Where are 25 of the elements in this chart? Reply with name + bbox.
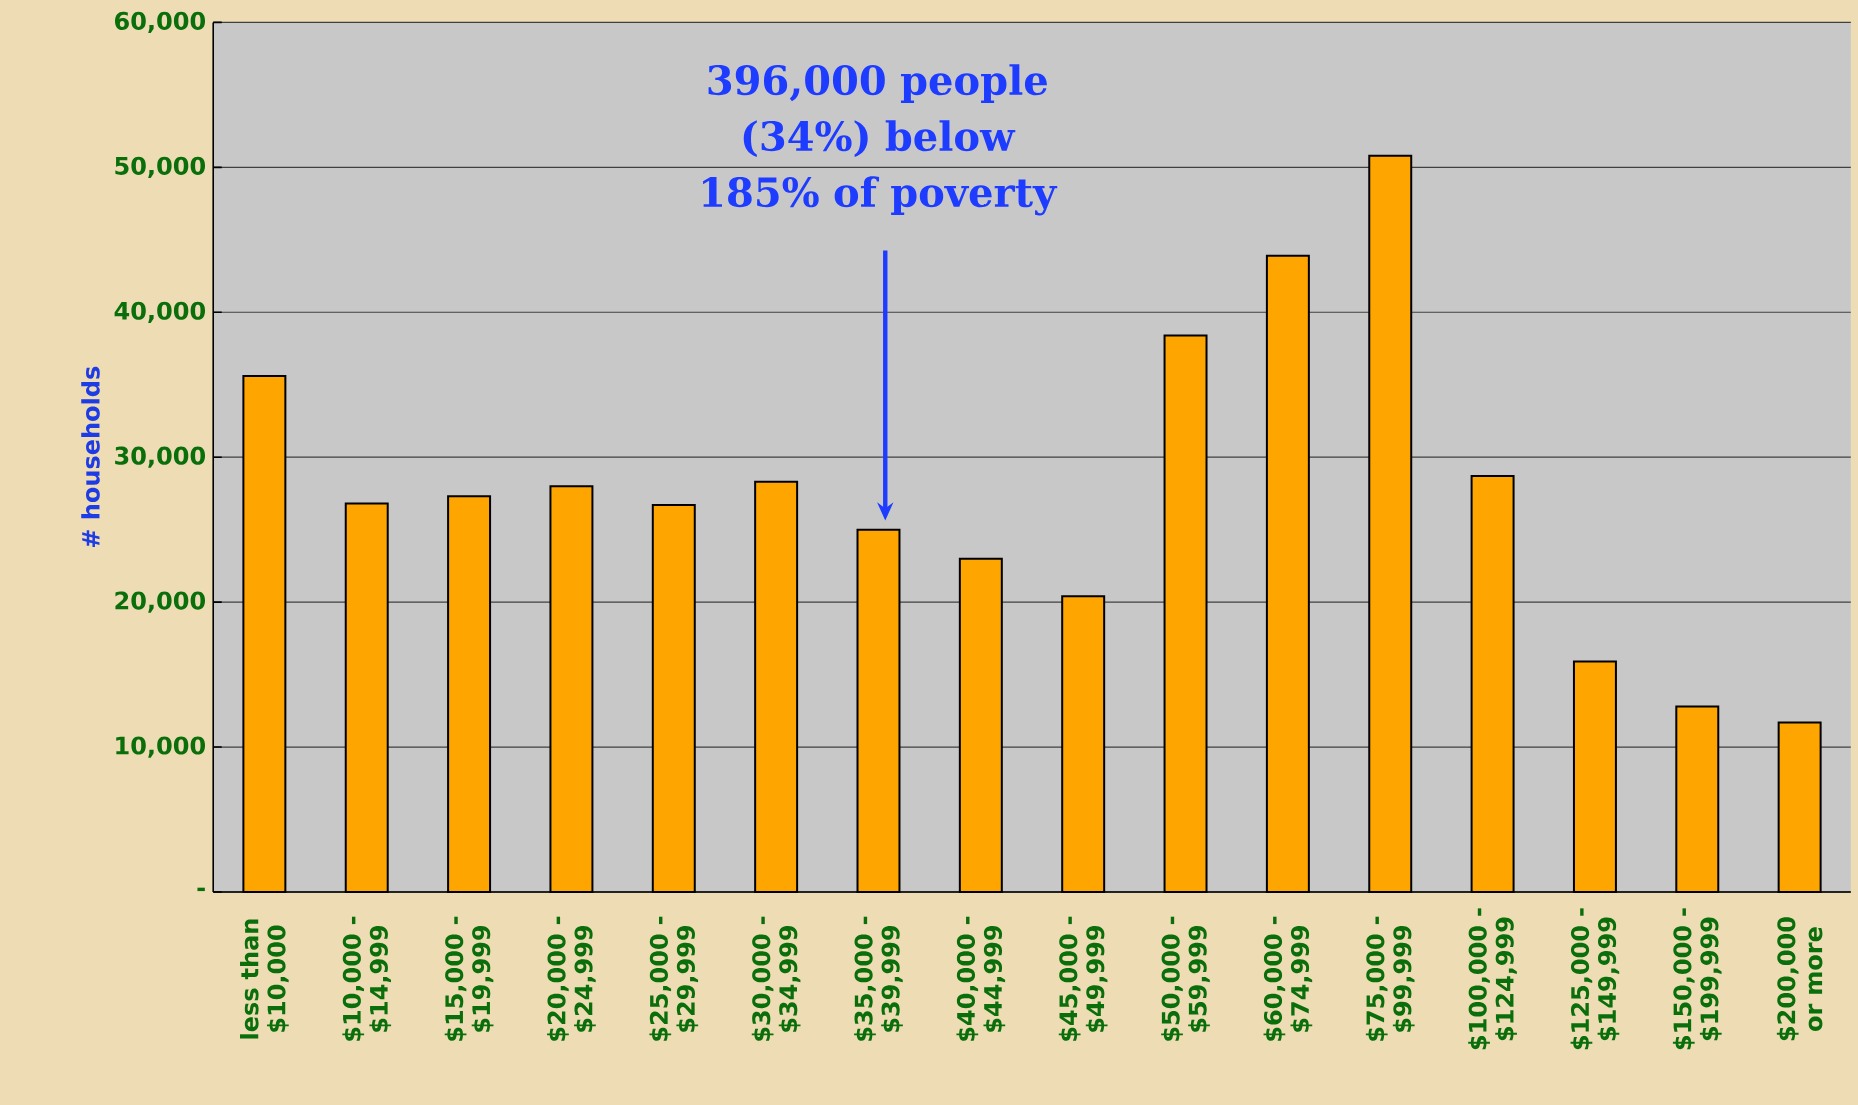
x-tick-label: $200,000 or more xyxy=(1776,917,1823,1041)
y-tick-label: 60,000 xyxy=(115,11,206,34)
x-tick-label: $50,000 - $59,999 xyxy=(1161,916,1210,1041)
x-tick-label: $10,000 - $14,999 xyxy=(342,916,392,1041)
y-tick-label: - xyxy=(197,887,205,892)
x-tick-label: $60,000 - $74,999 xyxy=(1263,916,1313,1041)
x-tick-label: $75,000 - $99,999 xyxy=(1365,916,1415,1041)
annotation: 396,000 people (34%) below 185% of poverty xyxy=(703,64,1058,216)
y-tick-label: 40,000 xyxy=(114,301,206,323)
x-tick-label: $25,000 - $29,999 xyxy=(649,916,699,1041)
y-axis-title: # households xyxy=(81,366,100,548)
x-tick-label: $35,000 - $39,999 xyxy=(854,916,903,1041)
x-tick-label: $20,000 - $24,999 xyxy=(547,916,596,1041)
x-tick-label: $40,000 - $44,999 xyxy=(956,916,1006,1041)
x-tick-label: $45,000 - $49,999 xyxy=(1058,916,1108,1041)
x-tick-label: $125,000 - $149,999 xyxy=(1570,908,1620,1050)
x-tick-label: $15,000 - $19,999 xyxy=(444,916,494,1041)
y-tick-label: 30,000 xyxy=(115,446,206,468)
y-tick-label: 10,000 xyxy=(116,736,206,758)
y-tick-label: 50,000 xyxy=(115,156,206,178)
x-tick-label: $150,000 - $199,999 xyxy=(1672,908,1722,1050)
x-tick-label: $30,000 - $34,999 xyxy=(751,916,801,1041)
y-tick-label: 20,000 xyxy=(115,591,206,613)
x-tick-label: $100,000 - $124,999 xyxy=(1468,908,1517,1050)
x-tick-label: less than $10,000 xyxy=(240,919,289,1039)
